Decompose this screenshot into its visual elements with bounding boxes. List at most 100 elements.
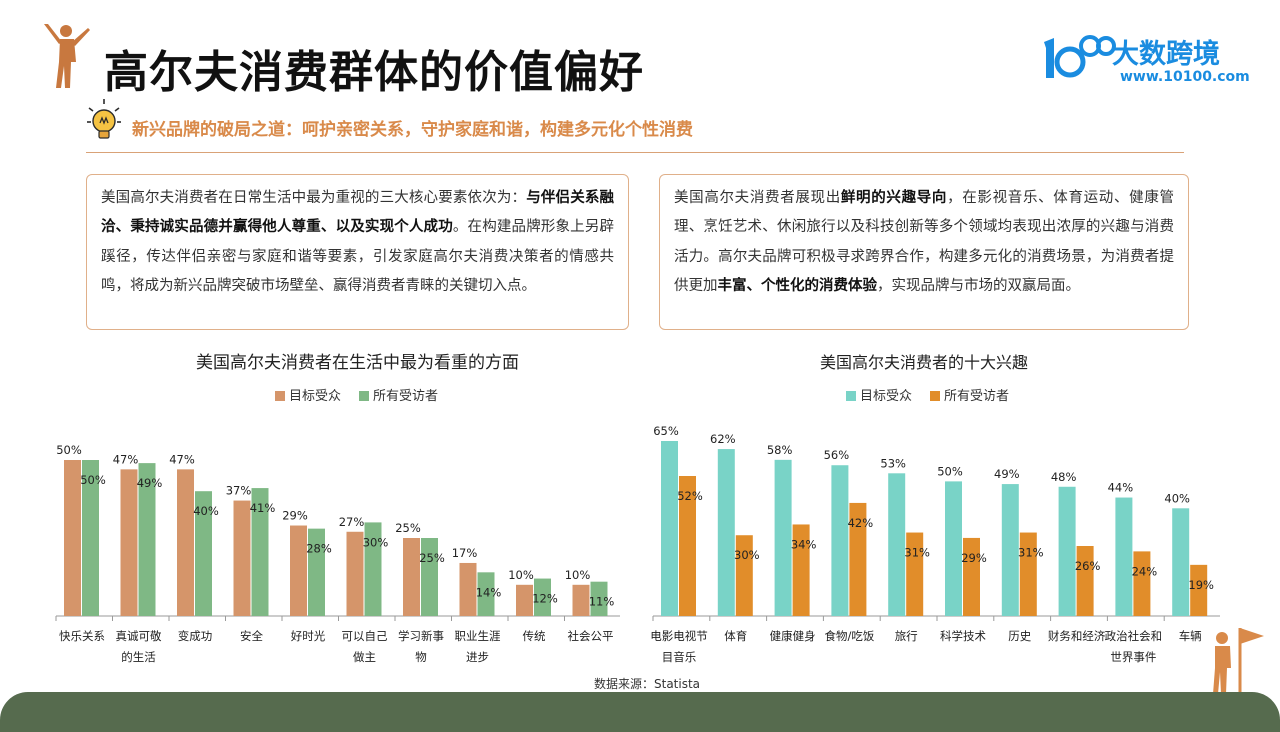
bar-all (735, 535, 753, 616)
summary-box-right: 美国高尔夫消费者展现出鲜明的兴趣导向，在影视音乐、体育运动、健康管理、烹饪艺术、… (659, 174, 1189, 330)
category-label: 做主 (353, 650, 376, 664)
page-title: 高尔夫消费群体的价值偏好 (104, 47, 644, 98)
category-label: 物 (415, 650, 427, 664)
bar-target (831, 465, 849, 616)
data-label: 50% (937, 464, 963, 478)
summary-right-text-3: ，实现品牌与市场的双赢局面。 (877, 277, 1080, 294)
header-divider (86, 152, 1184, 153)
data-label: 41% (250, 501, 276, 515)
bar-target (403, 538, 420, 616)
legend-swatch (930, 391, 941, 401)
data-label: 47% (113, 452, 139, 466)
bar-all (590, 581, 608, 616)
category-label: 健康健身 (770, 629, 816, 643)
data-label: 14% (476, 585, 502, 599)
logo-url: www.10100.com (1120, 69, 1250, 85)
category-label: 进步 (466, 650, 489, 664)
bar-all (1190, 564, 1208, 616)
summary-right-bold-2: 丰富、个性化的消费体验 (717, 277, 878, 294)
data-label: 24% (1132, 564, 1158, 578)
chart-left-legend: 目标受众 所有受访者 (275, 385, 438, 404)
bar-all (849, 502, 867, 616)
data-label: 40% (193, 504, 219, 518)
data-label: 29% (282, 509, 308, 523)
bar-all (792, 524, 810, 616)
bar-all (679, 476, 696, 616)
data-label: 49% (994, 467, 1020, 481)
category-label: 体育 (724, 629, 747, 643)
bar-all (138, 463, 156, 616)
category-label: 快乐关系 (59, 629, 105, 643)
data-label: 31% (1018, 546, 1044, 560)
legend-swatch (275, 391, 285, 401)
bar-target (233, 500, 251, 616)
data-label: 62% (710, 432, 736, 446)
data-label: 37% (226, 484, 252, 498)
bar-target (64, 460, 81, 616)
data-label: 50% (56, 443, 82, 457)
legend-item: 目标受众 (846, 385, 912, 404)
summary-left-text-1: 美国高尔夫消费者在日常生活中最为重视的三大核心要素依次为： (101, 190, 527, 206)
category-label: 目音乐 (662, 650, 697, 664)
category-label: 历史 (1008, 629, 1031, 643)
bar-target (120, 469, 138, 616)
chart-left-title: 美国高尔夫消费者在生活中最为看重的方面 (196, 353, 519, 373)
legend-label: 所有受访者 (373, 389, 439, 404)
bar-target (346, 531, 364, 616)
legend-item: 目标受众 (275, 385, 341, 404)
category-label: 职业生涯 (455, 629, 501, 643)
bar-target (774, 459, 792, 616)
category-label: 食物/吃饭 (824, 629, 874, 643)
data-label: 10% (508, 568, 534, 582)
data-source: 数据来源：Statista (594, 677, 701, 691)
category-label: 车辆 (1179, 629, 1202, 643)
category-label: 旅行 (895, 629, 918, 643)
bar-target (290, 525, 307, 616)
category-label: 的生活 (121, 650, 156, 664)
bar-all (1019, 532, 1037, 616)
data-label: 26% (1075, 559, 1101, 573)
page-subtitle: 新兴品牌的破局之道：呵护亲密关系，守护家庭和谐，构建多元化个性消费 (132, 120, 693, 140)
chart-right-title: 美国高尔夫消费者的十大兴趣 (819, 353, 1028, 372)
data-label: 11% (589, 595, 615, 609)
bar-all (364, 522, 382, 616)
data-label: 31% (904, 546, 930, 560)
bar-target (459, 562, 477, 616)
data-label: 58% (767, 443, 793, 457)
bar-all (195, 491, 212, 616)
legend-item: 所有受访者 (930, 385, 1009, 404)
data-label: 28% (306, 542, 332, 556)
category-label: 变成功 (178, 629, 213, 643)
bar-target (945, 481, 962, 616)
chart-right-legend: 目标受众 所有受访者 (846, 385, 1009, 404)
data-label: 49% (137, 476, 163, 490)
data-label: 56% (824, 448, 850, 462)
category-label: 科学技术 (940, 629, 986, 643)
data-label: 25% (395, 521, 421, 535)
bar-all (82, 460, 99, 616)
bar-target (1058, 486, 1076, 616)
legend-label: 目标受众 (289, 389, 342, 404)
data-label: 44% (1108, 481, 1134, 495)
bar-target (1115, 497, 1133, 616)
bar-target (717, 449, 735, 616)
data-label: 42% (848, 516, 874, 530)
bar-target (888, 473, 906, 616)
data-label: 27% (339, 515, 365, 529)
legend-label: 所有受访者 (944, 389, 1010, 404)
bar-target (661, 441, 678, 616)
data-label: 19% (1188, 578, 1214, 592)
data-label: 25% (419, 551, 445, 565)
legend-label: 目标受众 (860, 389, 913, 404)
bar-all (308, 528, 325, 616)
data-label: 17% (452, 546, 478, 560)
category-label: 学习新事 (398, 629, 444, 643)
data-label: 40% (1164, 491, 1190, 505)
data-label: 12% (532, 592, 558, 606)
summary-right-text-1: 美国高尔夫消费者展现出 (674, 190, 841, 206)
category-label: 社会公平 (568, 629, 614, 643)
data-label: 50% (80, 473, 106, 487)
bar-all (421, 538, 438, 616)
bar-all (1133, 551, 1151, 616)
